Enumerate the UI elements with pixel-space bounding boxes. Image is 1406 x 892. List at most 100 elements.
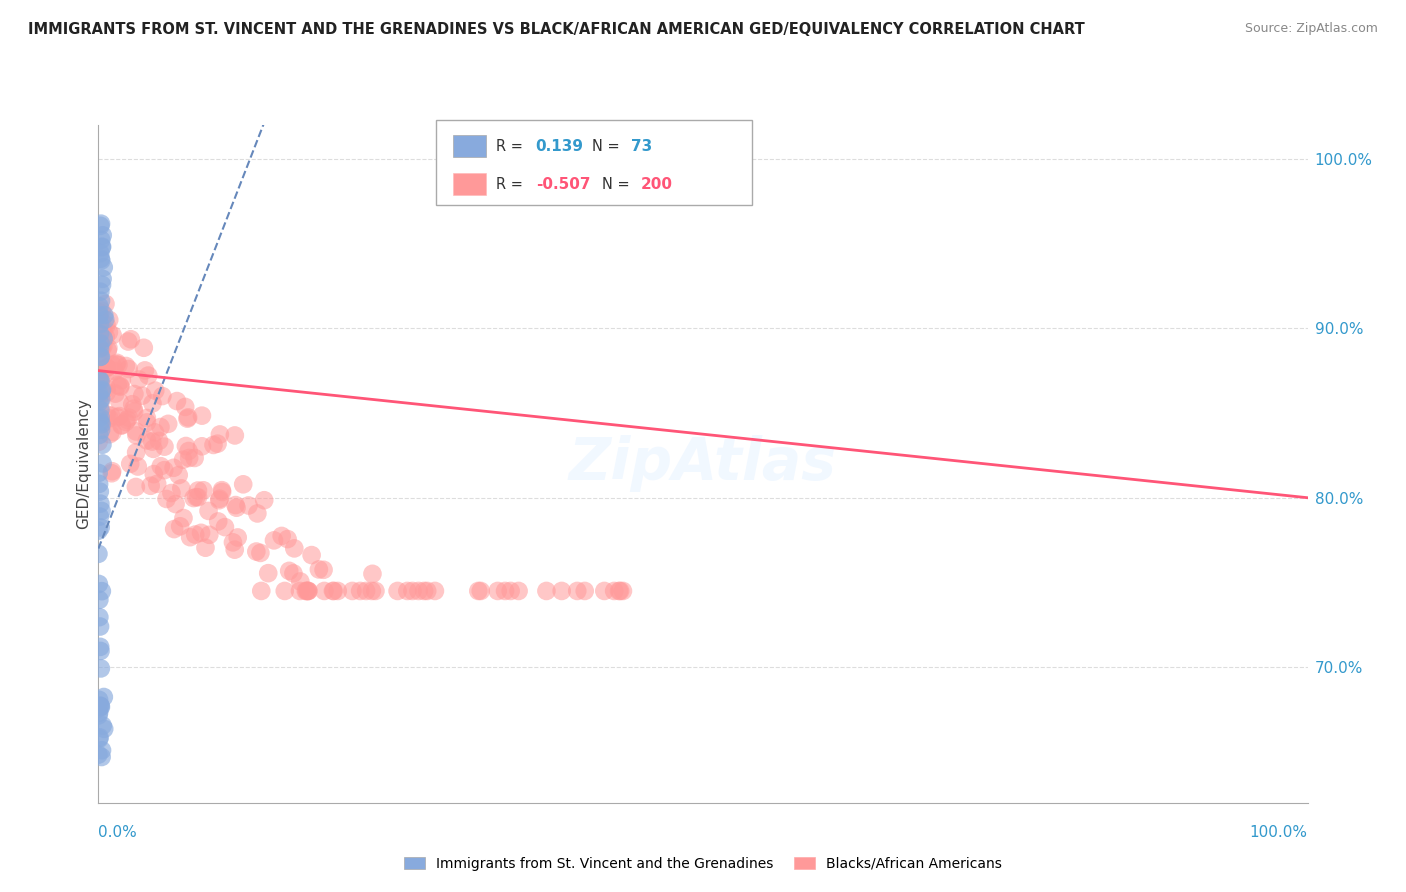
Point (149, 459, 172, 474)
Point (270, 529, 292, 543)
Point (470, 584, 492, 599)
Point (155, 491, 177, 506)
Point (536, 584, 558, 599)
Point (122, 401, 145, 416)
Point (90, 393, 112, 408)
Point (550, 584, 572, 599)
Point (124, 387, 146, 401)
Point (125, 428, 148, 442)
Point (87, 434, 110, 449)
Point (169, 519, 191, 533)
Point (96, 408, 118, 422)
Point (190, 525, 212, 540)
Point (90, 410, 112, 425)
Point (96, 382, 118, 396)
Point (90, 417, 112, 432)
Point (142, 442, 165, 456)
Point (96, 318, 118, 332)
Point (89, 320, 111, 334)
Point (98, 411, 121, 425)
Point (297, 584, 319, 599)
Point (354, 584, 377, 599)
Point (603, 584, 626, 599)
Text: 200: 200 (641, 177, 673, 192)
Point (143, 384, 166, 398)
Point (108, 409, 131, 423)
Point (90, 252, 112, 266)
Point (172, 511, 194, 525)
Point (87, 708, 110, 723)
Point (94, 329, 117, 343)
Point (176, 411, 198, 425)
Point (135, 416, 157, 430)
Point (312, 563, 335, 577)
Point (486, 584, 509, 599)
Point (87, 476, 110, 491)
Point (91, 228, 114, 243)
Point (98, 313, 121, 327)
Point (87, 693, 110, 707)
Point (467, 584, 489, 599)
Point (135, 411, 157, 425)
Point (87, 706, 110, 720)
Point (193, 483, 215, 498)
Point (125, 480, 148, 494)
Point (278, 564, 301, 578)
Point (416, 584, 439, 599)
Point (149, 420, 172, 434)
Point (98, 427, 121, 442)
Point (110, 380, 132, 394)
Text: 0.0%: 0.0% (98, 825, 138, 840)
Point (89, 484, 111, 499)
Point (160, 486, 183, 500)
Point (134, 363, 156, 377)
Point (609, 584, 631, 599)
Point (90, 323, 112, 337)
Point (150, 389, 173, 403)
Point (87, 367, 110, 381)
Point (253, 493, 276, 508)
Point (250, 584, 273, 599)
Point (91, 383, 114, 397)
Point (117, 334, 139, 349)
Point (87, 334, 110, 349)
Point (89, 731, 111, 745)
Point (174, 400, 197, 414)
Legend: Immigrants from St. Vincent and the Grenadines, Blacks/African Americans: Immigrants from St. Vincent and the Gren… (398, 851, 1008, 876)
Point (177, 410, 200, 425)
Text: N =: N = (602, 177, 634, 192)
Point (277, 532, 299, 546)
Point (408, 584, 430, 599)
Y-axis label: GED/Equivalency: GED/Equivalency (76, 399, 91, 529)
Point (257, 566, 280, 581)
Point (89, 394, 111, 409)
Point (297, 584, 319, 599)
Point (103, 364, 125, 378)
Point (91, 277, 114, 292)
Point (89, 428, 111, 442)
Point (89, 326, 111, 341)
Point (245, 544, 267, 558)
Point (263, 533, 285, 548)
Point (314, 584, 336, 599)
Point (93, 690, 115, 704)
Point (89, 246, 111, 260)
Point (139, 479, 162, 493)
Point (197, 504, 219, 518)
Point (141, 396, 163, 410)
Point (224, 428, 246, 442)
Point (89, 285, 111, 299)
Point (90, 341, 112, 355)
Text: 0.139: 0.139 (536, 138, 583, 153)
Point (89, 308, 111, 322)
Text: N =: N = (592, 138, 624, 153)
Point (170, 482, 193, 496)
Point (131, 389, 153, 403)
Point (100, 467, 122, 481)
Point (89, 640, 111, 654)
Point (208, 493, 231, 508)
Point (91, 339, 114, 353)
Text: IMMIGRANTS FROM ST. VINCENT AND THE GRENADINES VS BLACK/AFRICAN AMERICAN GED/EQU: IMMIGRANTS FROM ST. VINCENT AND THE GREN… (28, 22, 1085, 37)
Point (387, 584, 409, 599)
Text: R =: R = (496, 138, 527, 153)
